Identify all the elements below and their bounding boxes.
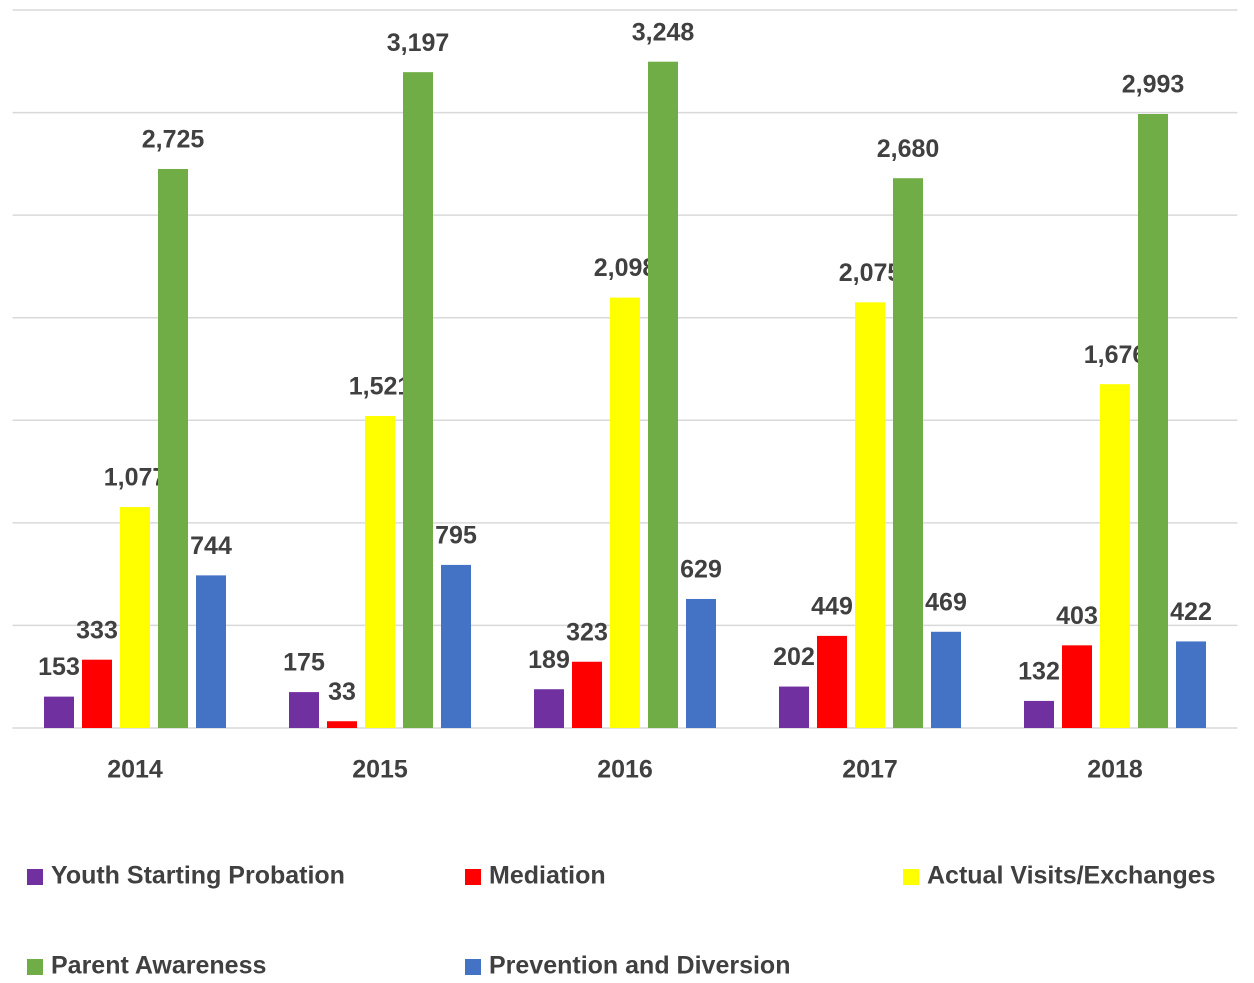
data-label: 153 bbox=[38, 653, 80, 681]
data-label: 33 bbox=[328, 678, 356, 706]
x-tick-label: 2016 bbox=[597, 756, 653, 784]
legend-label: Youth Starting Probation bbox=[51, 862, 345, 890]
data-label: 2,680 bbox=[877, 135, 940, 163]
bar bbox=[289, 692, 319, 728]
data-label: 1,676 bbox=[1084, 341, 1147, 369]
bar bbox=[610, 297, 640, 728]
data-label: 323 bbox=[566, 618, 608, 646]
legend-label: Prevention and Diversion bbox=[489, 952, 790, 980]
bar bbox=[82, 659, 112, 728]
x-tick-label: 2017 bbox=[842, 756, 898, 784]
bar bbox=[196, 575, 226, 728]
x-tick-label: 2014 bbox=[107, 756, 163, 784]
bar bbox=[1100, 384, 1130, 728]
data-label: 449 bbox=[811, 593, 853, 621]
data-label: 175 bbox=[283, 649, 325, 677]
bar bbox=[327, 721, 357, 728]
data-label: 795 bbox=[435, 522, 477, 550]
bar bbox=[441, 564, 471, 728]
data-label: 469 bbox=[925, 588, 967, 616]
bar bbox=[1138, 114, 1168, 728]
data-label: 1,521 bbox=[349, 373, 412, 401]
bar bbox=[1024, 700, 1054, 728]
data-label: 333 bbox=[76, 616, 118, 644]
bar bbox=[1176, 641, 1206, 728]
bar bbox=[686, 598, 716, 728]
bar bbox=[534, 689, 564, 728]
legend-swatch bbox=[465, 869, 481, 885]
data-label: 1,077 bbox=[104, 464, 167, 492]
data-label: 132 bbox=[1018, 658, 1060, 686]
data-label: 202 bbox=[773, 643, 815, 671]
data-label: 189 bbox=[528, 646, 570, 674]
data-label: 422 bbox=[1170, 598, 1212, 626]
bar bbox=[44, 696, 74, 728]
legend-swatch bbox=[465, 959, 481, 975]
legend-label: Actual Visits/Exchanges bbox=[927, 862, 1216, 890]
legend-label: Mediation bbox=[489, 862, 606, 890]
data-label: 629 bbox=[680, 556, 722, 584]
legend-label: Parent Awareness bbox=[51, 952, 266, 980]
legend-swatch bbox=[903, 869, 919, 885]
x-tick-label: 2018 bbox=[1087, 756, 1143, 784]
x-tick-label: 2015 bbox=[352, 756, 408, 784]
data-label: 2,725 bbox=[142, 126, 205, 154]
legend-swatch bbox=[27, 959, 43, 975]
legend-swatch bbox=[27, 869, 43, 885]
bar bbox=[403, 72, 433, 729]
bar bbox=[365, 415, 395, 728]
bar bbox=[855, 302, 885, 728]
bar bbox=[572, 661, 602, 728]
data-label: 2,098 bbox=[594, 254, 657, 282]
data-label: 403 bbox=[1056, 602, 1098, 630]
data-label: 744 bbox=[190, 532, 232, 560]
bar bbox=[158, 168, 188, 728]
bar bbox=[931, 631, 961, 728]
data-label: 3,197 bbox=[387, 29, 450, 57]
bar bbox=[893, 178, 923, 728]
data-label: 2,993 bbox=[1122, 71, 1185, 99]
bar bbox=[817, 635, 847, 728]
bar bbox=[120, 507, 150, 728]
data-label: 3,248 bbox=[632, 18, 695, 46]
bar bbox=[648, 61, 678, 729]
bar bbox=[1062, 645, 1092, 728]
bar bbox=[779, 686, 809, 728]
data-label: 2,075 bbox=[839, 259, 902, 287]
